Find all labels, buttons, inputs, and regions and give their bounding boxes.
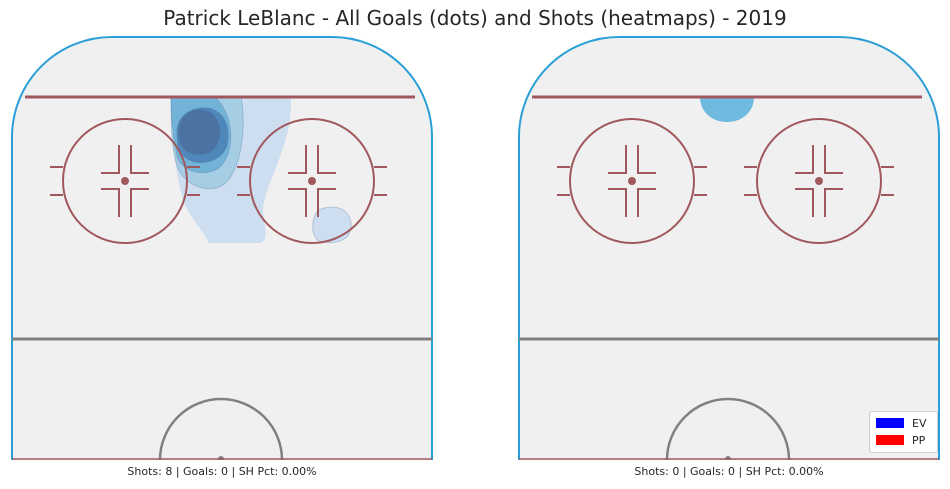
density-contour-level-5 [178, 109, 221, 155]
ice-surface [519, 36, 939, 460]
chart-title: Patrick LeBlanc - All Goals (dots) and S… [163, 6, 787, 30]
faceoff-marker [637, 145, 656, 174]
faceoff-dot [815, 177, 823, 185]
faceoff-marker [317, 188, 336, 217]
center-circle [158, 397, 284, 460]
faceoff-marker [637, 188, 656, 217]
legend-item-ev: EV [876, 416, 926, 430]
legend-item-pp: PP [876, 433, 925, 447]
faceoff-marker [130, 188, 149, 217]
rink-left [11, 36, 433, 460]
faceoff-marker [795, 145, 814, 174]
faceoff-marker [824, 145, 843, 174]
legend-label-ev: EV [912, 416, 927, 430]
ice-surface [12, 36, 432, 460]
shot-heatmap [700, 97, 754, 122]
faceoff-dot [628, 177, 636, 185]
density-contour-level-1 [700, 97, 754, 122]
legend-swatch-pp [876, 435, 904, 445]
shot-summary-right: Shots: 0 | Goals: 0 | SH Pct: 0.00% [634, 465, 824, 478]
shot-summary-left: Shots: 8 | Goals: 0 | SH Pct: 0.00% [127, 465, 317, 478]
legend-swatch-ev [876, 418, 904, 428]
faceoff-circle [62, 118, 188, 244]
faceoff-marker [101, 188, 120, 217]
boards [518, 36, 940, 460]
faceoff-marker [795, 188, 814, 217]
center-circle [665, 397, 791, 460]
faceoff-marker [608, 145, 627, 174]
faceoff-circle [756, 118, 882, 244]
faceoff-circle [249, 118, 375, 244]
density-contour-level-1 [312, 206, 352, 243]
faceoff-marker [130, 145, 149, 174]
faceoff-dot [308, 177, 316, 185]
legend: EV PP [869, 411, 938, 453]
faceoff-marker [288, 188, 307, 217]
faceoff-marker [317, 145, 336, 174]
legend-label-pp: PP [912, 433, 926, 447]
boards [11, 36, 433, 460]
faceoff-marker [824, 188, 843, 217]
faceoff-marker [101, 145, 120, 174]
faceoff-marker [288, 145, 307, 174]
faceoff-dot [121, 177, 129, 185]
faceoff-marker [608, 188, 627, 217]
faceoff-circle [569, 118, 695, 244]
rink-right [518, 36, 940, 460]
shot-heatmap [170, 97, 352, 243]
